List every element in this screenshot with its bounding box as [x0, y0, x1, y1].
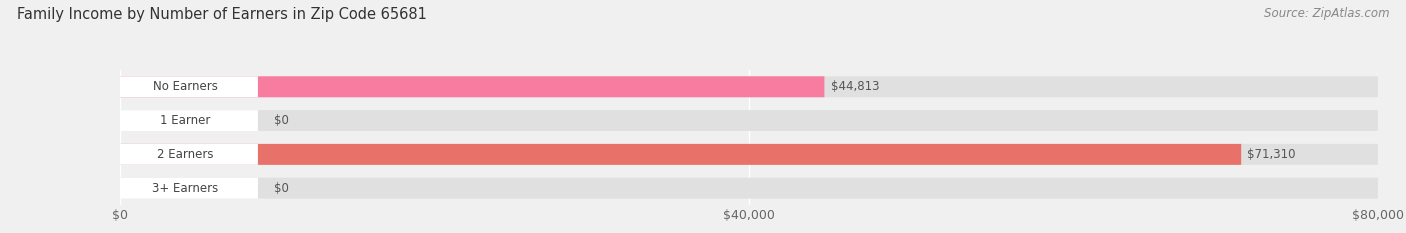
- FancyBboxPatch shape: [120, 76, 1378, 97]
- Text: $0: $0: [274, 114, 290, 127]
- Text: Family Income by Number of Earners in Zip Code 65681: Family Income by Number of Earners in Zi…: [17, 7, 427, 22]
- Text: Source: ZipAtlas.com: Source: ZipAtlas.com: [1264, 7, 1389, 20]
- FancyBboxPatch shape: [114, 110, 257, 131]
- Text: 2 Earners: 2 Earners: [157, 148, 214, 161]
- Text: $71,310: $71,310: [1247, 148, 1296, 161]
- Text: $0: $0: [274, 182, 290, 195]
- FancyBboxPatch shape: [120, 76, 824, 97]
- Text: 3+ Earners: 3+ Earners: [152, 182, 219, 195]
- FancyBboxPatch shape: [120, 144, 1378, 165]
- FancyBboxPatch shape: [114, 76, 257, 97]
- Text: 1 Earner: 1 Earner: [160, 114, 211, 127]
- Text: $44,813: $44,813: [831, 80, 879, 93]
- FancyBboxPatch shape: [120, 110, 1378, 131]
- FancyBboxPatch shape: [114, 144, 257, 165]
- FancyBboxPatch shape: [120, 144, 1241, 165]
- FancyBboxPatch shape: [114, 178, 257, 199]
- Text: No Earners: No Earners: [153, 80, 218, 93]
- FancyBboxPatch shape: [120, 178, 1378, 199]
